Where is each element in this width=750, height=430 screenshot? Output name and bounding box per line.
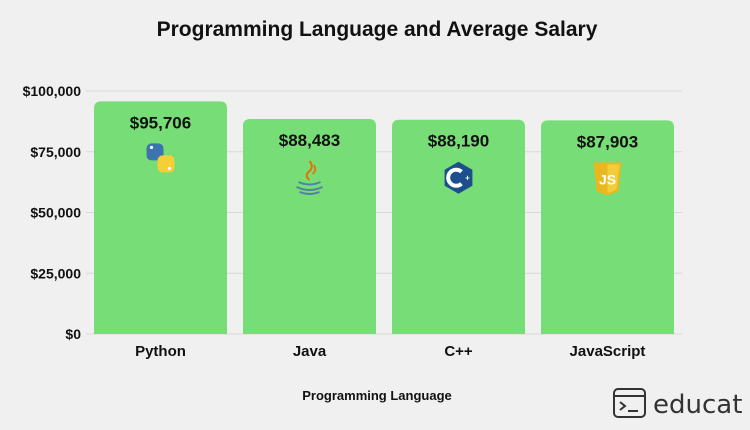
category-labels: Python Java C++ JavaScript bbox=[135, 343, 645, 360]
bar-java bbox=[243, 118, 376, 334]
brand-logo: educat bbox=[613, 388, 742, 420]
y-axis-ticks: $0 $25,000 $50,000 $75,000 $100,000 bbox=[23, 83, 82, 342]
category-label: JavaScript bbox=[570, 343, 646, 360]
category-label: Python bbox=[135, 343, 186, 360]
value-label: $88,190 bbox=[428, 132, 489, 151]
java-icon bbox=[296, 160, 323, 195]
bar-c bbox=[392, 119, 525, 334]
bar-python bbox=[94, 101, 227, 334]
bars bbox=[94, 101, 674, 334]
y-tick-label: $50,000 bbox=[30, 205, 81, 221]
svg-text:+: + bbox=[465, 174, 470, 183]
value-labels: $95,706 $88,483 $88,190 $87,903 bbox=[130, 113, 638, 151]
y-tick-label: $0 bbox=[65, 326, 81, 342]
y-tick-label: $75,000 bbox=[30, 144, 81, 160]
x-axis-label: Programming Language bbox=[302, 388, 452, 403]
bar-javascript bbox=[541, 120, 674, 334]
category-label: C++ bbox=[444, 343, 473, 360]
svg-text:JS: JS bbox=[599, 171, 616, 187]
value-label: $95,706 bbox=[130, 113, 191, 132]
cpp-icon: + bbox=[444, 161, 473, 194]
brand-name: educat bbox=[653, 390, 742, 420]
y-tick-label: $25,000 bbox=[30, 265, 81, 281]
chart-title: Programming Language and Average Salary bbox=[157, 18, 598, 41]
python-icon bbox=[146, 143, 175, 173]
category-label: Java bbox=[293, 343, 327, 360]
value-label: $88,483 bbox=[279, 131, 340, 150]
value-label: $87,903 bbox=[577, 132, 638, 151]
javascript-icon: JS bbox=[593, 162, 622, 196]
y-tick-label: $100,000 bbox=[23, 83, 82, 99]
terminal-icon bbox=[613, 388, 646, 418]
language-icons: + JS bbox=[146, 143, 622, 196]
